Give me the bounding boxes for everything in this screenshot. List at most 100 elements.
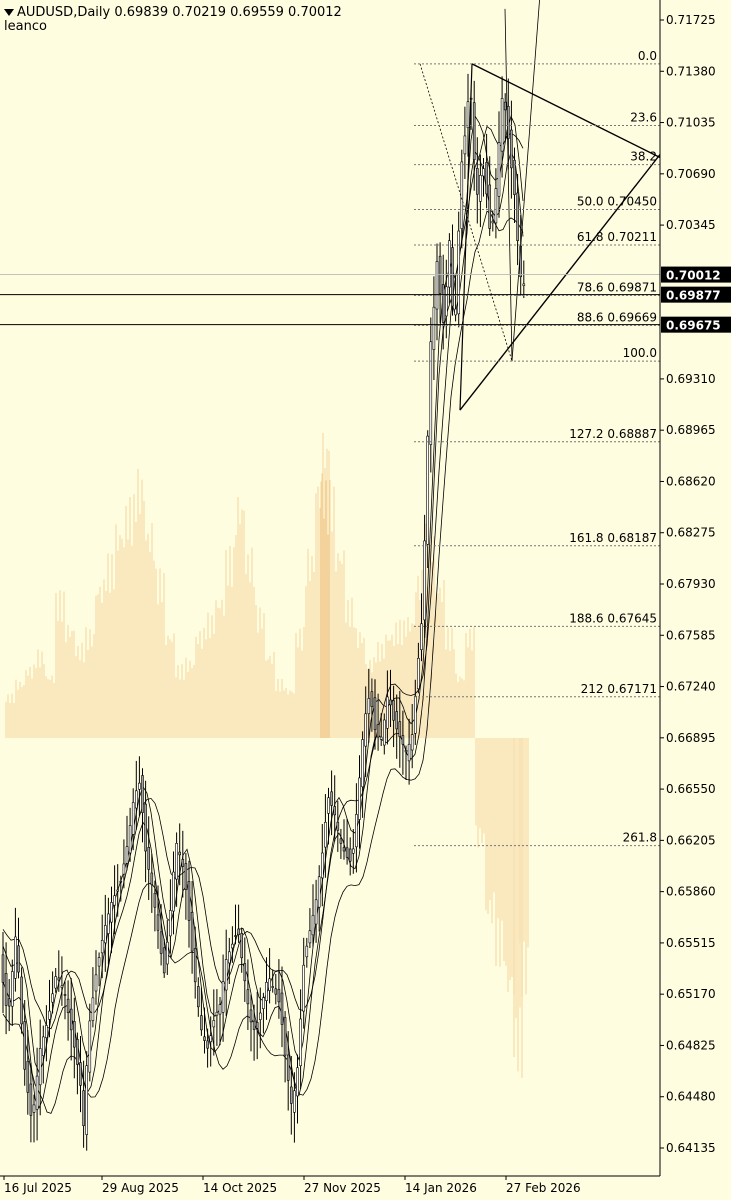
candle-body bbox=[454, 308, 457, 316]
candle-body bbox=[482, 168, 485, 177]
candle-body bbox=[500, 98, 504, 152]
candle-body bbox=[23, 1021, 27, 1070]
price-tick-label: 0.66205 bbox=[666, 833, 716, 847]
candle-body bbox=[135, 790, 138, 809]
price-axis: 0.71725 0.71380 0.71035 0.70690 0.70345 0.693… bbox=[659, 0, 731, 1176]
candle-body bbox=[435, 261, 439, 310]
candle-body bbox=[367, 698, 371, 715]
candle-body bbox=[348, 848, 352, 862]
candle-body bbox=[60, 985, 64, 988]
ohlc-values: 0.69839 0.70219 0.69559 0.70012 bbox=[114, 5, 342, 20]
fibonacci-level-label: 212 0.67171 bbox=[581, 682, 657, 696]
candle-body bbox=[178, 851, 181, 856]
candle-body bbox=[107, 913, 110, 934]
candle-body bbox=[404, 750, 408, 753]
price-tick-label: 0.65515 bbox=[666, 936, 716, 950]
fibonacci-level-label: 161.8 0.68187 bbox=[569, 531, 657, 545]
candle-body bbox=[228, 951, 231, 964]
candle-body bbox=[494, 188, 498, 224]
candle-body bbox=[85, 1065, 88, 1135]
fibonacci-level-label: 100.0 bbox=[623, 346, 657, 360]
candle-body bbox=[355, 814, 358, 848]
candle-body bbox=[131, 802, 135, 835]
candle-body bbox=[379, 736, 383, 740]
candle-body bbox=[57, 977, 61, 981]
price-tick-label: 0.70345 bbox=[666, 218, 716, 232]
candle-body bbox=[94, 974, 98, 992]
candle-body bbox=[401, 735, 405, 745]
candle-body bbox=[364, 713, 368, 747]
candle-body bbox=[79, 1062, 82, 1086]
candle-body bbox=[252, 1020, 256, 1030]
candle-body bbox=[221, 981, 225, 1013]
time-tick-label: 16 Jul 2025 bbox=[4, 1181, 72, 1195]
price-tick-label: 0.68275 bbox=[666, 526, 716, 540]
chart-header: AUDUSD,Daily 0.69839 0.70219 0.69559 0.7… bbox=[4, 5, 342, 20]
candle-body bbox=[26, 1060, 30, 1093]
candle-body bbox=[488, 184, 492, 229]
price-tick-label: 0.69310 bbox=[666, 372, 716, 386]
candle-body bbox=[314, 899, 318, 925]
candle-body bbox=[320, 852, 324, 879]
candle-body bbox=[73, 1021, 76, 1048]
price-tick-label: 0.64825 bbox=[666, 1038, 716, 1052]
candle-body bbox=[141, 775, 144, 813]
candle-body bbox=[351, 848, 355, 854]
candle-body bbox=[296, 1067, 299, 1097]
candle-body bbox=[398, 721, 402, 737]
candle-body bbox=[153, 892, 157, 908]
candle-body bbox=[69, 1008, 73, 1031]
fibonacci-level-label: 0.0 bbox=[638, 49, 657, 63]
author-label: leanco bbox=[4, 19, 47, 34]
candle-body bbox=[410, 734, 414, 751]
fibonacci-level-label: 50.0 0.70450 bbox=[577, 194, 657, 208]
candle-body bbox=[407, 743, 411, 762]
price-tick-label: 0.68620 bbox=[666, 474, 716, 488]
price-tick-label: 0.71380 bbox=[666, 64, 716, 78]
dropdown-triangle-icon[interactable] bbox=[4, 9, 14, 16]
candle-body bbox=[497, 142, 501, 197]
candle-body bbox=[150, 872, 154, 886]
candle-body bbox=[268, 978, 271, 991]
candle-body bbox=[144, 803, 147, 852]
candle-body bbox=[175, 843, 178, 880]
line-price-box bbox=[661, 286, 731, 303]
candle-body bbox=[342, 847, 346, 852]
price-tick-label: 0.66895 bbox=[666, 731, 716, 745]
candle-body bbox=[190, 911, 194, 952]
candle-body bbox=[35, 1075, 39, 1110]
analysis-objects-layer bbox=[0, 0, 661, 411]
line-price-box-label: 0.69675 bbox=[666, 319, 721, 333]
fibonacci-level-label: 61.8 0.70211 bbox=[577, 230, 657, 244]
candle-body bbox=[63, 994, 67, 996]
candle-body bbox=[234, 935, 237, 937]
candle-body bbox=[311, 915, 315, 936]
candle-body bbox=[513, 159, 516, 195]
candle-body bbox=[429, 341, 433, 445]
time-tick-label: 29 Aug 2025 bbox=[102, 1181, 179, 1195]
candle-body bbox=[91, 997, 95, 1021]
candle-body bbox=[88, 1020, 92, 1073]
candle-body bbox=[122, 863, 126, 875]
candle-body bbox=[448, 240, 451, 288]
price-tick-label: 0.65170 bbox=[666, 987, 716, 1001]
fibonacci-layer: 0.0 23.6 38.2 50.0 0.70450 61.8 0.70211 78.6 … bbox=[414, 49, 660, 847]
candle-body bbox=[212, 1020, 216, 1028]
candle-body bbox=[423, 540, 426, 621]
candle-body bbox=[516, 192, 519, 241]
candle-body bbox=[159, 931, 163, 954]
fan-line bbox=[511, 0, 540, 362]
candle-body bbox=[293, 1090, 296, 1113]
candle-body bbox=[472, 102, 476, 160]
histogram-layer bbox=[5, 432, 529, 1078]
fibonacci-level-label: 261.8 bbox=[623, 831, 657, 845]
candle-body bbox=[218, 1004, 222, 1015]
candle-body bbox=[305, 945, 309, 958]
candle-body bbox=[54, 976, 58, 989]
time-tick-label: 27 Nov 2025 bbox=[304, 1181, 381, 1195]
candle-body bbox=[255, 1022, 259, 1029]
candle-body bbox=[382, 719, 386, 746]
candle-body bbox=[193, 948, 197, 983]
candle-body bbox=[417, 658, 420, 690]
